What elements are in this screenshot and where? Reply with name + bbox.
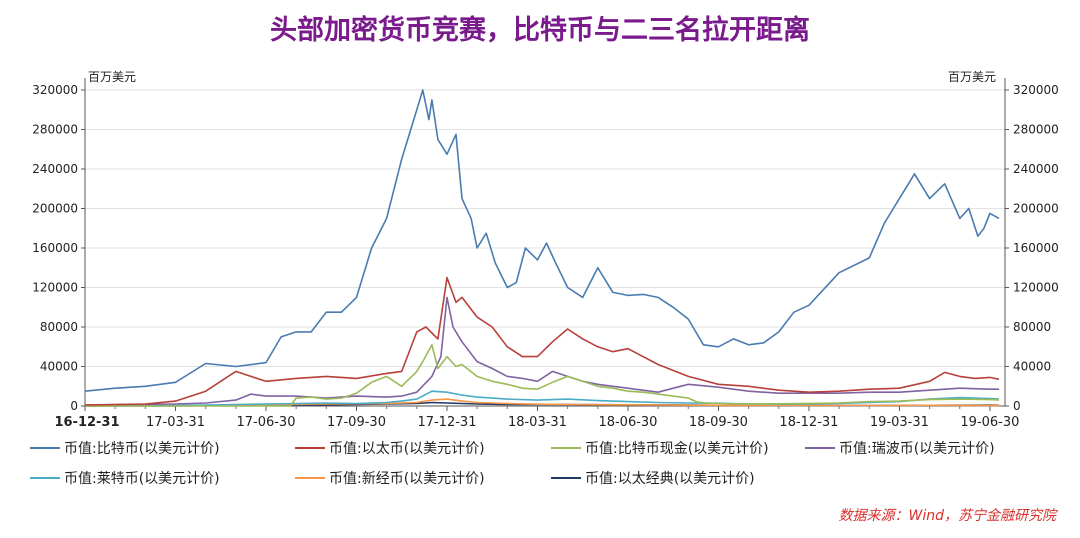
- legend-swatch: [30, 447, 60, 449]
- x-tick-label: 18-09-30: [689, 415, 748, 430]
- y-tick-label-left: 240000: [32, 162, 78, 176]
- legend-item: 币值:以太经典(以美元计价): [551, 468, 755, 488]
- y-tick-label-right: 120000: [1013, 281, 1059, 295]
- y-tick-label-left: 40000: [40, 360, 78, 374]
- axes: [84, 78, 1006, 407]
- series-line-0: [84, 89, 1000, 392]
- y-axis-right-unit: 百万美元: [948, 70, 996, 84]
- legend-label: 币值:新经币(以美元计价): [329, 471, 485, 487]
- x-tick-label: 17-09-30: [327, 415, 386, 430]
- chart-title: 头部加密货币竞赛，比特币与二三名拉开距离: [270, 15, 810, 46]
- legend-label: 币值:莱特币(以美元计价): [64, 471, 220, 487]
- y-tick-label-left: 200000: [32, 202, 78, 216]
- legend-swatch: [805, 447, 835, 449]
- legend-item: 币值:瑞波币(以美元计价): [805, 438, 995, 458]
- series-line-2: [85, 344, 1000, 407]
- x-tick-label: 17-12-31: [417, 415, 476, 430]
- data-source-note: 数据来源：Wind，苏宁金融研究院: [838, 508, 1057, 524]
- legend-item: 币值:莱特币(以美元计价): [30, 468, 220, 488]
- y-tick-label-right: 0: [1013, 399, 1021, 413]
- series-line-4: [84, 390, 1000, 407]
- y-tick-label-right: 280000: [1013, 123, 1059, 137]
- y-tick-label-left: 0: [70, 399, 78, 413]
- legend-item: 币值:新经币(以美元计价): [295, 468, 485, 488]
- gridlines: [85, 89, 1005, 367]
- y-axis-right-ticks: 0 40000 80000 120000 160000 200000 240000 28000…: [1005, 83, 1059, 413]
- x-tick-label: 17-03-31: [146, 415, 205, 430]
- x-tick-label: 18-06-30: [598, 415, 657, 430]
- x-tick-label: 18-03-31: [508, 415, 567, 430]
- legend-swatch: [551, 477, 581, 479]
- y-tick-label-right: 80000: [1013, 320, 1051, 334]
- legend-swatch: [30, 477, 60, 479]
- y-tick-label-right: 200000: [1013, 202, 1059, 216]
- y-tick-label-right: 320000: [1013, 83, 1059, 97]
- series-line-1: [84, 276, 1000, 406]
- y-tick-label-left: 160000: [32, 241, 78, 255]
- y-tick-label-left: 280000: [32, 123, 78, 137]
- legend-label: 币值:以太经典(以美元计价): [585, 471, 755, 487]
- legend-swatch: [551, 447, 581, 449]
- legend-swatch: [295, 477, 325, 479]
- x-tick-label: 19-06-30: [960, 415, 1019, 430]
- y-tick-label-left: 320000: [32, 83, 78, 97]
- y-tick-label-right: 160000: [1013, 241, 1059, 255]
- x-axis-ticks: 16-12-31 17-03-31 17-06-30 17-09-30 17-12-31…: [54, 406, 1019, 430]
- x-tick-label: 17-06-30: [236, 415, 295, 430]
- y-tick-label-right: 40000: [1013, 360, 1051, 374]
- y-axis-left-ticks: 0 40000 80000 120000 160000 200000 240000 28000…: [32, 83, 85, 413]
- legend-label: 币值:比特币(以美元计价): [64, 441, 220, 457]
- y-tick-label-left: 80000: [40, 320, 78, 334]
- y-axis-left-unit: 百万美元: [88, 70, 136, 84]
- legend-label: 币值:以太币(以美元计价): [329, 441, 485, 457]
- legend-swatch: [295, 447, 325, 449]
- x-tick-label: 16-12-31: [54, 415, 119, 430]
- y-tick-label-right: 240000: [1013, 162, 1059, 176]
- series-lines: [84, 89, 1000, 407]
- x-tick-label: 19-03-31: [870, 415, 929, 430]
- legend-item: 币值:比特币现金(以美元计价): [551, 438, 769, 458]
- legend-item: 币值:比特币(以美元计价): [30, 438, 220, 458]
- legend-label: 币值:比特币现金(以美元计价): [585, 441, 769, 457]
- x-tick-label: 18-12-31: [779, 415, 838, 430]
- legend-item: 币值:以太币(以美元计价): [295, 438, 485, 458]
- legend-label: 币值:瑞波币(以美元计价): [839, 441, 995, 457]
- y-tick-label-left: 120000: [32, 281, 78, 295]
